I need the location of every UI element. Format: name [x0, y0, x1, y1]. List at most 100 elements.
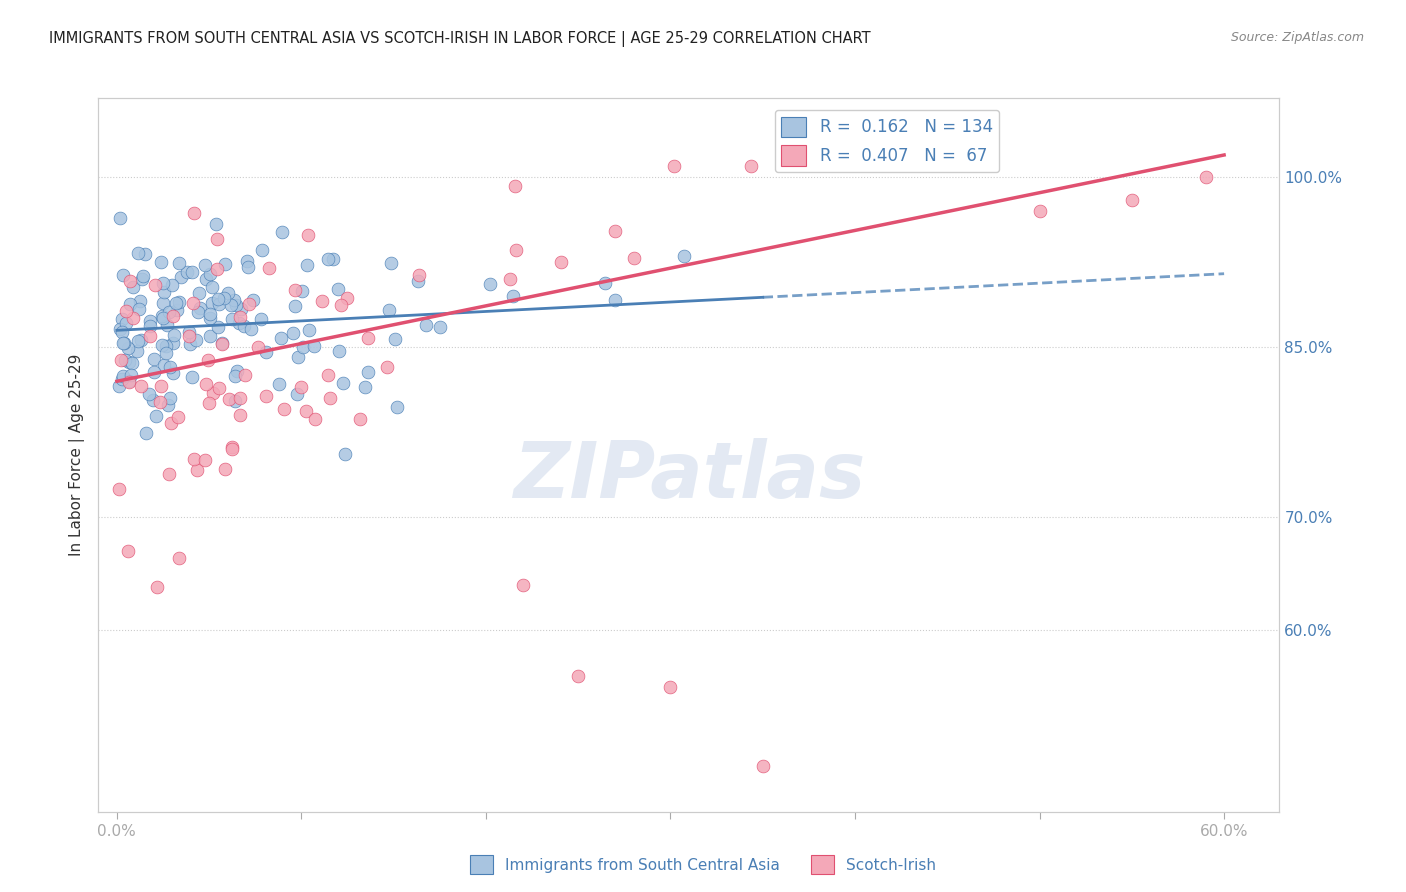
Point: [135, 425, 157, 440]
Point: [229, 301, 252, 316]
Point: [270, 331, 292, 345]
Point: [593, 276, 616, 290]
Point: [194, 452, 217, 467]
Point: [285, 387, 308, 401]
Point: [208, 297, 231, 311]
Point: [294, 403, 316, 417]
Point: [118, 374, 141, 388]
Point: [284, 299, 307, 313]
Point: [149, 395, 172, 409]
Point: [108, 211, 131, 226]
Point: [207, 320, 229, 334]
Point: [659, 680, 682, 694]
Point: [228, 316, 250, 330]
Point: [153, 285, 176, 300]
Point: [129, 378, 152, 392]
Point: [328, 344, 350, 359]
Point: [502, 289, 524, 303]
Point: [302, 339, 325, 353]
Point: [121, 280, 143, 294]
Point: [152, 277, 174, 291]
Point: [662, 159, 685, 173]
Point: [233, 319, 256, 334]
Point: [179, 337, 201, 351]
Point: [198, 307, 221, 321]
Point: [187, 286, 209, 301]
Point: [740, 159, 762, 173]
Point: [127, 334, 149, 348]
Point: [219, 298, 242, 312]
Point: [224, 394, 246, 409]
Point: [201, 386, 224, 401]
Point: [122, 311, 145, 326]
Point: [336, 291, 359, 305]
Point: [316, 252, 339, 266]
Point: [207, 292, 229, 306]
Point: [236, 260, 259, 274]
Point: [333, 447, 356, 461]
Point: [118, 376, 141, 390]
Point: [121, 356, 143, 370]
Point: [169, 295, 191, 310]
Point: [112, 268, 135, 282]
Point: [201, 296, 224, 310]
Point: [198, 396, 221, 410]
Point: [152, 358, 174, 372]
Point: [179, 325, 201, 339]
Point: [138, 387, 160, 401]
Point: [108, 322, 131, 336]
Point: [224, 293, 246, 307]
Point: [242, 293, 264, 308]
Point: [218, 392, 240, 406]
Point: [550, 255, 572, 269]
Point: [205, 232, 228, 246]
Point: [316, 368, 339, 382]
Point: [176, 265, 198, 279]
Point: [163, 328, 186, 343]
Point: [384, 333, 406, 347]
Point: [110, 353, 132, 368]
Point: [297, 258, 319, 272]
Point: [156, 398, 179, 412]
Point: [157, 304, 180, 318]
Point: [195, 272, 218, 286]
Point: [211, 336, 233, 351]
Point: [623, 252, 645, 266]
Point: [319, 391, 342, 405]
Point: [377, 303, 399, 318]
Point: [162, 309, 184, 323]
Point: [354, 380, 377, 394]
Point: [1121, 193, 1143, 207]
Point: [188, 301, 211, 315]
Point: [250, 311, 273, 326]
Point: [1028, 204, 1050, 219]
Point: [131, 272, 153, 286]
Point: [111, 372, 134, 386]
Point: [385, 401, 408, 415]
Point: [254, 344, 277, 359]
Point: [238, 297, 260, 311]
Point: [162, 366, 184, 380]
Point: [152, 296, 174, 310]
Point: [499, 272, 522, 286]
Point: [198, 267, 221, 281]
Y-axis label: In Labor Force | Age 25-29: In Labor Force | Age 25-29: [69, 354, 84, 556]
Point: [118, 355, 141, 369]
Point: [145, 580, 167, 594]
Point: [304, 411, 326, 425]
Point: [415, 318, 437, 333]
Point: [332, 376, 354, 391]
Point: [170, 270, 193, 285]
Point: [127, 246, 149, 260]
Point: [204, 218, 226, 232]
Point: [142, 393, 165, 408]
Point: [187, 305, 209, 319]
Point: [326, 282, 349, 296]
Point: [179, 329, 201, 343]
Point: [139, 318, 162, 333]
Point: [201, 279, 224, 293]
Point: [287, 350, 309, 364]
Point: [157, 467, 180, 481]
Point: [271, 225, 294, 239]
Point: [183, 452, 205, 467]
